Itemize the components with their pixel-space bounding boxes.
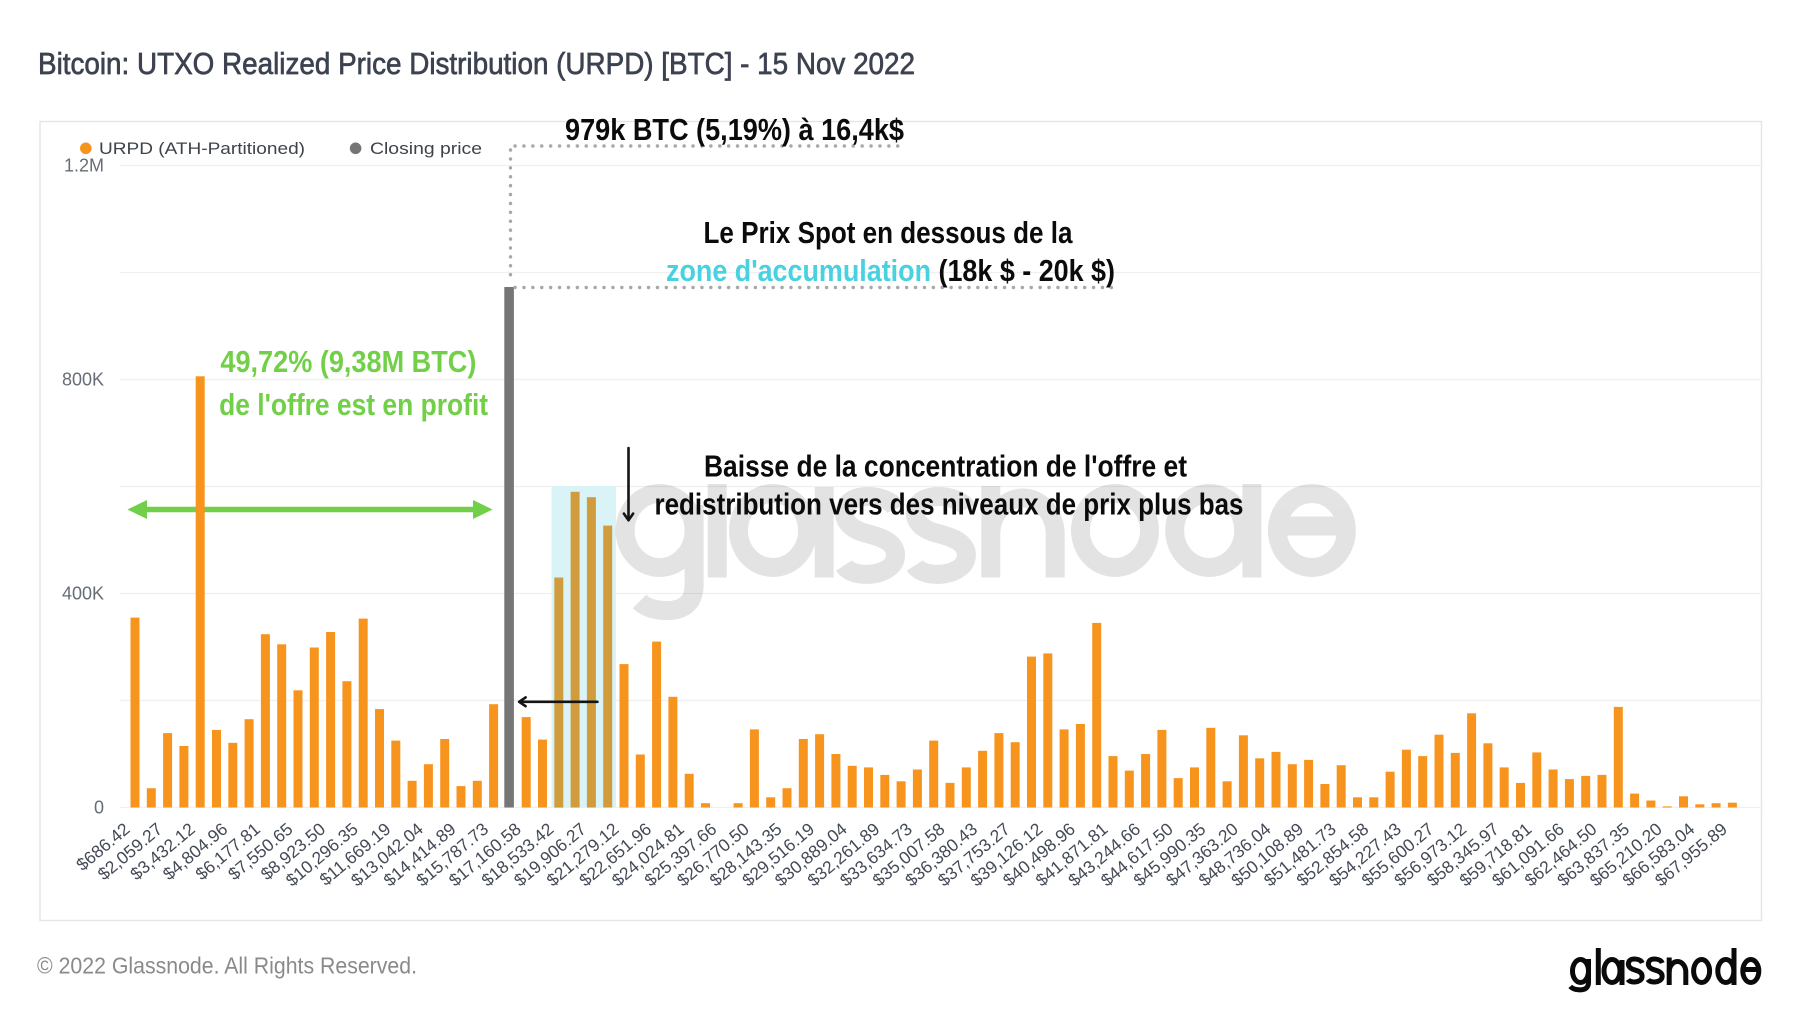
svg-text:de l'offre est en profit: de l'offre est en profit (219, 387, 488, 422)
svg-text:redistribution vers des niveau: redistribution vers des niveaux de prix … (655, 487, 1244, 522)
svg-text:0: 0 (94, 798, 104, 818)
svg-text:979k BTC (5,19%) à 16,4k$: 979k BTC (5,19%) à 16,4k$ (565, 112, 904, 147)
svg-text:Baisse de la concentration de: Baisse de la concentration de l'offre et (704, 449, 1187, 484)
svg-text:800K: 800K (62, 370, 104, 390)
svg-text:Le Prix Spot en dessous de la: Le Prix Spot en dessous de la (704, 215, 1074, 250)
svg-text:© 2022 Glassnode. All Rights R: © 2022 Glassnode. All Rights Reserved. (37, 953, 417, 979)
svg-text:49,72% (9,38M BTC): 49,72% (9,38M BTC) (220, 344, 476, 379)
svg-text:URPD (ATH-Partitioned): URPD (ATH-Partitioned) (99, 139, 305, 158)
svg-text:Closing price: Closing price (370, 139, 482, 158)
svg-text:1.2M: 1.2M (64, 156, 104, 176)
svg-text:zone d'accumulation (18k $ - 2: zone d'accumulation (18k $ - 20k $) (666, 253, 1115, 288)
svg-text:Bitcoin: UTXO Realized Price D: Bitcoin: UTXO Realized Price Distributio… (38, 46, 915, 81)
svg-text:400K: 400K (62, 584, 104, 604)
